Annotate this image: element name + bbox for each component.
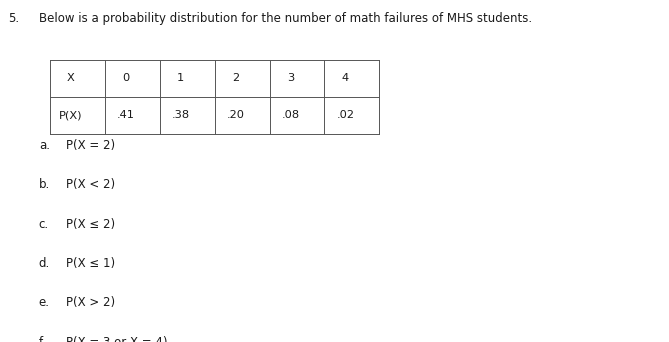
Text: P(X ≤ 1): P(X ≤ 1) bbox=[66, 257, 114, 270]
Text: f.: f. bbox=[39, 336, 45, 342]
Text: 3: 3 bbox=[287, 73, 294, 83]
Text: P(X < 2): P(X < 2) bbox=[66, 178, 114, 191]
Text: Below is a probability distribution for the number of math failures of MHS stude: Below is a probability distribution for … bbox=[39, 12, 532, 25]
Text: .08: .08 bbox=[282, 110, 300, 120]
Text: X: X bbox=[67, 73, 75, 83]
Text: b.: b. bbox=[39, 178, 50, 191]
Text: P(X ≤ 2): P(X ≤ 2) bbox=[66, 218, 114, 231]
Text: e.: e. bbox=[39, 296, 50, 309]
Text: c.: c. bbox=[39, 218, 49, 231]
Text: 1: 1 bbox=[177, 73, 185, 83]
Text: .02: .02 bbox=[337, 110, 355, 120]
Text: d.: d. bbox=[39, 257, 50, 270]
Text: P(X > 2): P(X > 2) bbox=[66, 296, 114, 309]
Text: a.: a. bbox=[39, 139, 50, 152]
Text: 0: 0 bbox=[122, 73, 130, 83]
Text: 5.: 5. bbox=[8, 12, 19, 25]
Text: .20: .20 bbox=[227, 110, 245, 120]
Text: P(X = 3 or X = 4): P(X = 3 or X = 4) bbox=[66, 336, 167, 342]
Text: P(X = 2): P(X = 2) bbox=[66, 139, 114, 152]
Text: 4: 4 bbox=[342, 73, 349, 83]
Text: 2: 2 bbox=[232, 73, 239, 83]
Text: P(X): P(X) bbox=[60, 110, 83, 120]
Text: .38: .38 bbox=[172, 110, 190, 120]
Text: .41: .41 bbox=[117, 110, 135, 120]
